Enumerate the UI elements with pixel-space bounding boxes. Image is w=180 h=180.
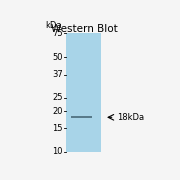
Text: 15: 15 bbox=[52, 123, 63, 132]
Text: 25: 25 bbox=[52, 93, 63, 102]
Text: 18kDa: 18kDa bbox=[117, 113, 144, 122]
Bar bbox=[71, 116, 92, 118]
Text: 75: 75 bbox=[52, 29, 63, 38]
Text: 10: 10 bbox=[52, 147, 63, 156]
Text: 20: 20 bbox=[52, 107, 63, 116]
Text: 37: 37 bbox=[52, 70, 63, 79]
Text: Western Blot: Western Blot bbox=[51, 24, 117, 34]
Text: kDa: kDa bbox=[45, 21, 62, 30]
Text: 50: 50 bbox=[52, 53, 63, 62]
Bar bbox=[66, 33, 101, 152]
